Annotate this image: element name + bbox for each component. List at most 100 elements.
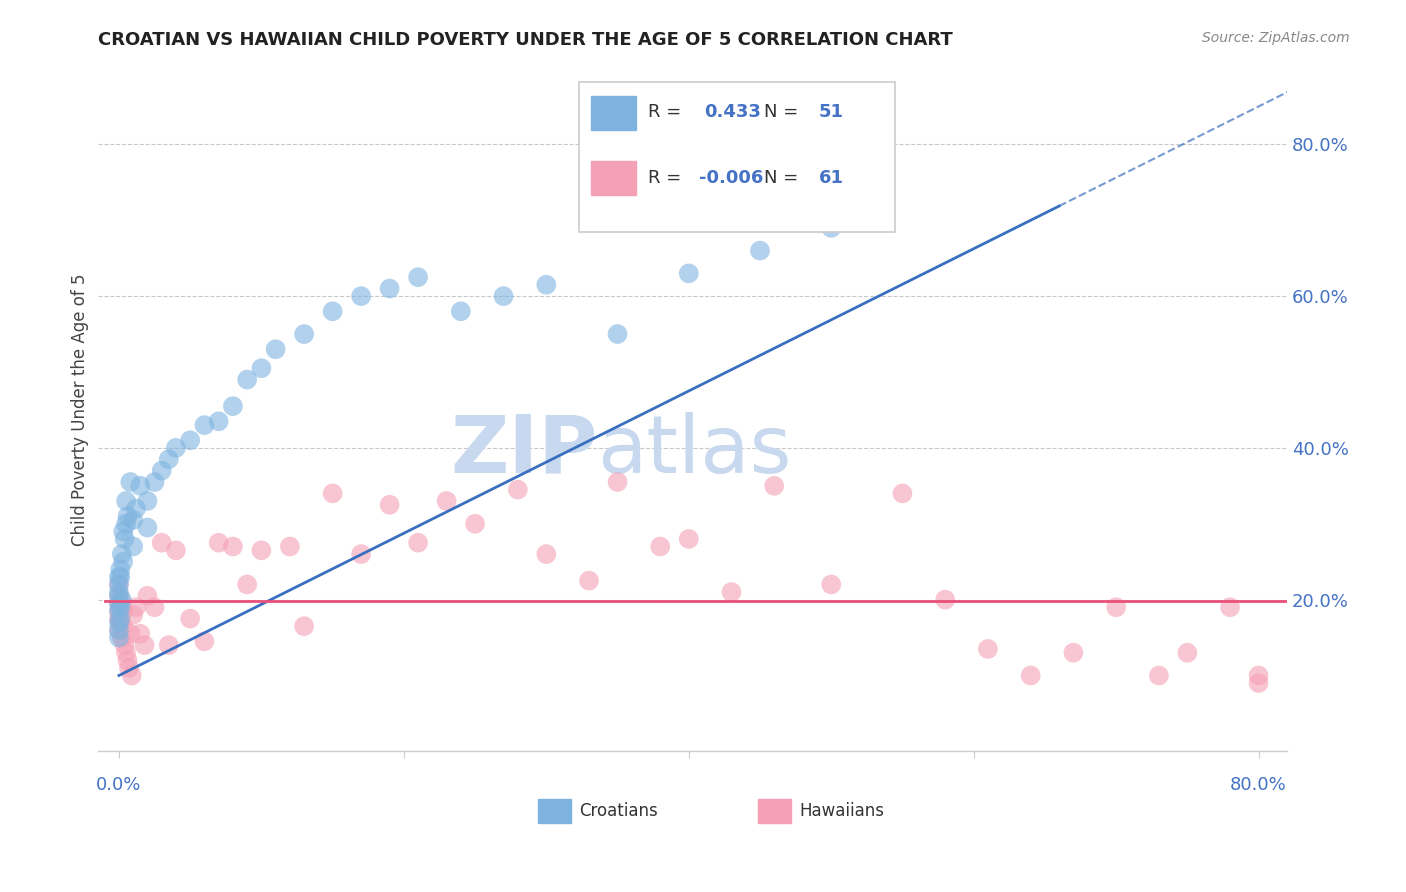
Text: Croatians: Croatians — [579, 802, 658, 820]
Point — [150, 535, 173, 549]
Point — [165, 441, 187, 455]
Point — [1247, 668, 1270, 682]
Text: R =: R = — [648, 169, 682, 186]
Point — [1019, 668, 1042, 682]
Point — [322, 486, 344, 500]
Point — [117, 653, 139, 667]
Point — [1175, 646, 1198, 660]
Point — [1147, 668, 1170, 682]
Point — [506, 483, 529, 497]
Text: 61: 61 — [818, 169, 844, 186]
Point — [278, 540, 301, 554]
Point — [492, 289, 515, 303]
Bar — [537, 799, 571, 823]
Point — [108, 623, 131, 637]
Point — [136, 589, 159, 603]
Point — [891, 486, 914, 500]
Point — [114, 532, 136, 546]
Point — [120, 475, 142, 489]
Point — [536, 547, 558, 561]
Point — [108, 589, 131, 603]
Point — [678, 266, 700, 280]
Point — [110, 570, 132, 584]
Point — [536, 277, 558, 292]
Point — [292, 327, 315, 342]
Point — [650, 540, 672, 554]
FancyBboxPatch shape — [579, 82, 894, 233]
Point — [112, 524, 135, 539]
Point — [129, 479, 152, 493]
Point — [115, 646, 138, 660]
Point — [165, 543, 187, 558]
Point — [934, 592, 956, 607]
Point — [108, 577, 131, 591]
Point — [117, 509, 139, 524]
Point — [250, 361, 273, 376]
Text: atlas: atlas — [598, 412, 792, 490]
Point — [436, 494, 458, 508]
Point — [322, 304, 344, 318]
Point — [110, 611, 132, 625]
Point — [108, 623, 131, 637]
Point — [236, 577, 259, 591]
Point — [208, 535, 231, 549]
Bar — [591, 95, 637, 130]
Text: 51: 51 — [818, 103, 844, 121]
Point — [820, 577, 842, 591]
Point — [108, 631, 131, 645]
Text: R =: R = — [648, 103, 682, 121]
Text: CROATIAN VS HAWAIIAN CHILD POVERTY UNDER THE AGE OF 5 CORRELATION CHART: CROATIAN VS HAWAIIAN CHILD POVERTY UNDER… — [98, 31, 953, 49]
Point — [763, 479, 786, 493]
Point — [110, 615, 132, 630]
Point — [820, 220, 842, 235]
Point — [125, 600, 148, 615]
Point — [122, 513, 145, 527]
Text: 0.433: 0.433 — [704, 103, 761, 121]
Point — [118, 661, 141, 675]
Y-axis label: Child Poverty Under the Age of 5: Child Poverty Under the Age of 5 — [72, 274, 89, 546]
Point — [125, 501, 148, 516]
Point — [111, 631, 134, 645]
Point — [222, 540, 245, 554]
Point — [110, 562, 132, 576]
Text: -0.006: -0.006 — [699, 169, 763, 186]
Point — [122, 540, 145, 554]
Point — [108, 615, 131, 630]
Point — [350, 289, 373, 303]
Point — [108, 570, 131, 584]
Point — [378, 281, 401, 295]
Point — [115, 516, 138, 531]
Point — [1062, 646, 1084, 660]
Point — [108, 577, 131, 591]
Point — [208, 414, 231, 428]
Text: 80.0%: 80.0% — [1230, 776, 1286, 794]
Point — [250, 543, 273, 558]
Point — [108, 604, 131, 618]
Point — [108, 589, 131, 603]
Point — [111, 547, 134, 561]
Point — [378, 498, 401, 512]
Point — [157, 452, 180, 467]
Point — [749, 244, 772, 258]
Point — [108, 596, 131, 610]
Text: ZIP: ZIP — [450, 412, 598, 490]
Point — [236, 373, 259, 387]
Point — [115, 494, 138, 508]
Point — [114, 638, 136, 652]
Point — [143, 600, 166, 615]
Point — [264, 343, 287, 357]
Point — [606, 327, 628, 342]
Point — [1105, 600, 1128, 615]
Point — [977, 642, 1000, 657]
Point — [406, 535, 429, 549]
Point — [112, 555, 135, 569]
Text: N =: N = — [763, 169, 799, 186]
Point — [143, 475, 166, 489]
Point — [108, 596, 131, 610]
Point — [129, 626, 152, 640]
Point — [112, 604, 135, 618]
Point — [292, 619, 315, 633]
Point — [111, 592, 134, 607]
Point — [108, 604, 131, 618]
Point — [222, 399, 245, 413]
